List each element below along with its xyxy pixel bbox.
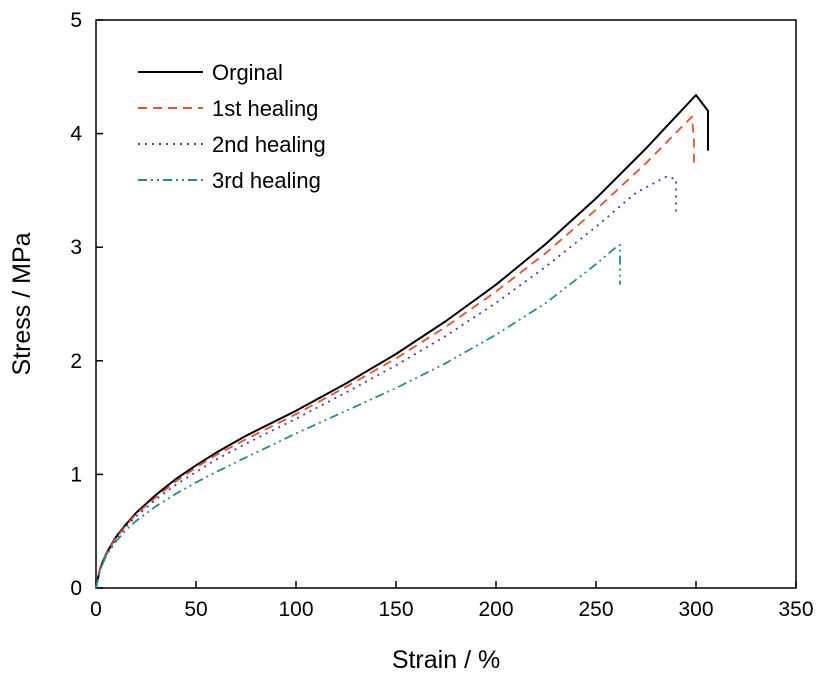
y-tick-label: 0 (70, 577, 82, 600)
legend-label-2: 1st healing (212, 96, 318, 121)
x-tick-label: 150 (378, 598, 413, 621)
x-tick-label: 300 (678, 598, 713, 621)
x-tick-label: 100 (278, 598, 313, 621)
series-line-4 (95, 243, 621, 589)
y-tick-label: 4 (70, 123, 82, 146)
series-line-1 (95, 94, 709, 589)
series-line-3 (95, 175, 677, 589)
x-axis-label: Strain / % (392, 646, 500, 674)
legend: Orginal 1st healing 2nd healing 3rd healing (138, 60, 326, 193)
x-tick-label: 200 (478, 598, 513, 621)
y-tick-label: 5 (70, 9, 82, 32)
series-layer (95, 94, 709, 589)
y-tick-label: 3 (70, 236, 82, 259)
x-axis-ticks: 0 50 100 150 200 250 300 350 (90, 581, 814, 621)
x-tick-label: 50 (184, 598, 207, 621)
x-tick-label: 0 (90, 598, 102, 621)
legend-label-1: Orginal (212, 60, 283, 85)
y-tick-label: 1 (70, 463, 82, 486)
y-axis-ticks: 0 1 2 3 4 5 (70, 9, 103, 600)
legend-label-4: 3rd healing (212, 168, 321, 193)
plot-frame (95, 19, 797, 589)
y-axis-label: Stress / MPa (8, 232, 36, 375)
legend-label-3: 2nd healing (212, 132, 326, 157)
x-tick-label: 250 (578, 598, 613, 621)
series-line-2 (95, 115, 695, 589)
x-tick-label: 350 (778, 598, 813, 621)
y-tick-label: 2 (70, 350, 82, 373)
